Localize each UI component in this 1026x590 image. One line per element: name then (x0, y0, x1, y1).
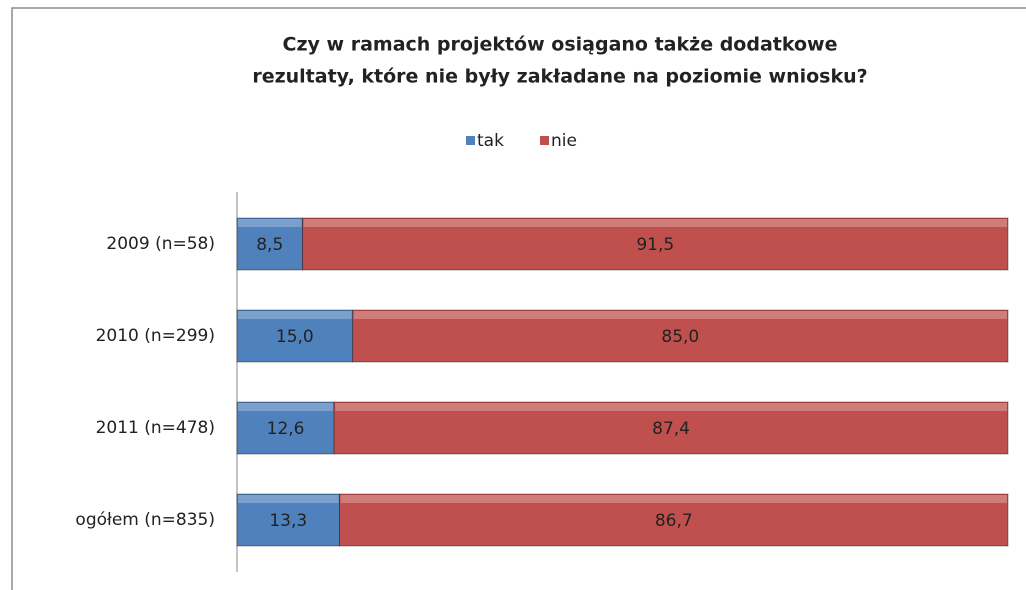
legend-swatch (540, 136, 549, 145)
chart-title: Czy w ramach projektów osiągano także do… (283, 34, 838, 56)
y-tick-label: 2011 (n=478) (96, 418, 215, 438)
bar-highlight (238, 311, 352, 319)
bar-segment (302, 217, 1009, 271)
data-label: 85,0 (661, 327, 699, 347)
bar-highlight (353, 311, 1007, 319)
bar-highlight (303, 219, 1007, 227)
y-tick-label: ogółem (n=835) (75, 510, 215, 530)
bar-segment (236, 401, 335, 455)
bar-highlight (238, 495, 339, 503)
data-label: 13,3 (269, 511, 307, 531)
bar-highlight (238, 219, 302, 227)
data-label: 8,5 (256, 235, 283, 255)
bar-segment (339, 493, 1009, 547)
chart-title: rezultaty, które nie były zakładane na p… (252, 66, 867, 88)
bar-highlight (335, 403, 1007, 411)
bar-segment (352, 309, 1009, 363)
data-label: 91,5 (636, 235, 674, 255)
data-label: 15,0 (276, 327, 314, 347)
legend-swatch (466, 136, 475, 145)
bar-highlight (238, 403, 334, 411)
chart-border (11, 7, 1026, 590)
legend-label: nie (551, 131, 577, 151)
bar-highlight (340, 495, 1008, 503)
y-tick-label: 2010 (n=299) (96, 326, 215, 346)
bar-segment (333, 401, 1009, 455)
y-tick-label: 2009 (n=58) (106, 234, 215, 254)
data-label: 12,6 (267, 419, 305, 439)
legend-label: tak (477, 131, 504, 151)
data-label: 86,7 (655, 511, 693, 531)
bar-segment (236, 493, 341, 547)
data-label: 87,4 (652, 419, 690, 439)
